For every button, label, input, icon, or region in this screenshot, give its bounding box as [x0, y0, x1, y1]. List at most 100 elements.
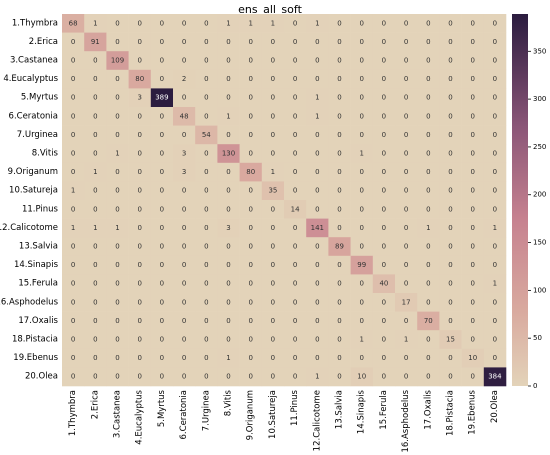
- heatmap-cell: [483, 32, 507, 52]
- heatmap-cell: [306, 162, 329, 182]
- heatmap-cell: [395, 14, 418, 33]
- heatmap-cell: [328, 348, 351, 368]
- heatmap-cell: [62, 237, 85, 257]
- cell-value-label: 0: [248, 75, 252, 83]
- cell-value-label: 0: [115, 112, 119, 120]
- heatmap-cell: [261, 200, 285, 219]
- cell-value-label: 0: [293, 131, 297, 139]
- heatmap-cell: [395, 51, 418, 71]
- heatmap-cell: [483, 107, 507, 126]
- cell-value-label: 0: [226, 280, 230, 288]
- heatmap-cell: [328, 69, 351, 89]
- heatmap-cell: [395, 69, 418, 89]
- row-label: 8.Vitis: [32, 149, 59, 159]
- heatmap-cell: [395, 218, 418, 238]
- cell-value-label: 3: [137, 94, 141, 102]
- column-label: 18.Pistacia: [446, 390, 456, 436]
- row-label: 2.Erica: [29, 37, 58, 47]
- heatmap-cell: [239, 88, 263, 108]
- heatmap-cell: [483, 330, 507, 350]
- heatmap-cell: [150, 200, 174, 219]
- cell-value-label: 0: [493, 75, 497, 83]
- cell-value-label: 0: [160, 57, 164, 65]
- heatmap-cell: [461, 181, 485, 201]
- heatmap-cell: [372, 51, 396, 71]
- heatmap-cell: [150, 367, 174, 387]
- heatmap-cell: [417, 311, 440, 331]
- heatmap-cell: [239, 51, 263, 71]
- cell-value-label: 0: [359, 131, 363, 139]
- heatmap-cell: [106, 162, 129, 182]
- cell-value-label: 1: [71, 224, 75, 232]
- heatmap-cell: [84, 162, 107, 182]
- heatmap-cell: [372, 293, 396, 312]
- heatmap-cell: [284, 311, 307, 331]
- heatmap-cell: [173, 88, 196, 108]
- heatmap-cell: [106, 237, 129, 257]
- heatmap-cell: [261, 107, 285, 126]
- cell-value-label: 0: [448, 57, 452, 65]
- heatmap-cell: [395, 367, 418, 387]
- heatmap-cell: [62, 274, 85, 294]
- cell-value-label: 0: [71, 75, 75, 83]
- heatmap-cell: [328, 14, 351, 33]
- cell-value-label: 0: [470, 336, 474, 344]
- cell-value-label: 0: [71, 261, 75, 269]
- cell-value-label: 0: [160, 75, 164, 83]
- cell-value-label: 0: [204, 224, 208, 232]
- heatmap-cell: [284, 200, 307, 219]
- cell-value-label: 0: [426, 336, 430, 344]
- cell-value-label: 0: [271, 131, 275, 139]
- heatmap-cell: [417, 181, 440, 201]
- cell-value-label: 0: [160, 131, 164, 139]
- heatmap-cell: [372, 274, 396, 294]
- heatmap-cell: [239, 255, 263, 275]
- heatmap-cell: [350, 293, 374, 312]
- heatmap-cell: [350, 200, 374, 219]
- heatmap-cell: [62, 107, 85, 126]
- heatmap-cell: [195, 88, 218, 108]
- cell-value-label: 1: [404, 336, 408, 344]
- heatmap-cell: [395, 237, 418, 257]
- heatmap-cell: [128, 181, 152, 201]
- cell-value-label: 0: [315, 57, 319, 65]
- heatmap-cell: [328, 88, 351, 108]
- heatmap-cell: [284, 274, 307, 294]
- cell-value-label: 0: [315, 298, 319, 306]
- heatmap-cell: [84, 367, 107, 387]
- cell-value-label: 0: [204, 243, 208, 251]
- heatmap-cell: [84, 237, 107, 257]
- cell-value-label: 0: [293, 298, 297, 306]
- cell-value-label: 0: [293, 19, 297, 27]
- heatmap-cell: [439, 69, 462, 89]
- cell-value-label: 0: [359, 94, 363, 102]
- heatmap-cell: [84, 293, 107, 312]
- heatmap-cell: [306, 144, 329, 164]
- heatmap-cell: [217, 125, 240, 145]
- heatmap-cell: [417, 162, 440, 182]
- heatmap-cell: [461, 51, 485, 71]
- heatmap-cell: [483, 69, 507, 89]
- column-label: 5.Myrtus: [157, 389, 167, 427]
- heatmap-cell: [217, 32, 240, 52]
- cell-value-label: 0: [271, 94, 275, 102]
- cell-value-label: 0: [315, 317, 319, 325]
- cell-value-label: 0: [448, 354, 452, 362]
- heatmap-cell: [128, 32, 152, 52]
- cell-value-label: 0: [426, 205, 430, 213]
- cell-value-label: 0: [115, 131, 119, 139]
- heatmap-cell: [106, 32, 129, 52]
- heatmap-cell: [62, 311, 85, 331]
- heatmap-cell: [350, 88, 374, 108]
- column-label: 7.Urginea: [201, 390, 211, 431]
- cell-value-label: 0: [404, 373, 408, 381]
- cell-value-label: 0: [137, 224, 141, 232]
- cell-value-label: 0: [93, 112, 97, 120]
- cell-value-label: 0: [204, 336, 208, 344]
- heatmap-cell: [217, 144, 240, 164]
- heatmap-cell: [239, 107, 263, 126]
- cell-value-label: 0: [71, 373, 75, 381]
- cell-value-label: 0: [470, 224, 474, 232]
- cell-value-label: 0: [382, 205, 386, 213]
- cell-value-label: 0: [448, 317, 452, 325]
